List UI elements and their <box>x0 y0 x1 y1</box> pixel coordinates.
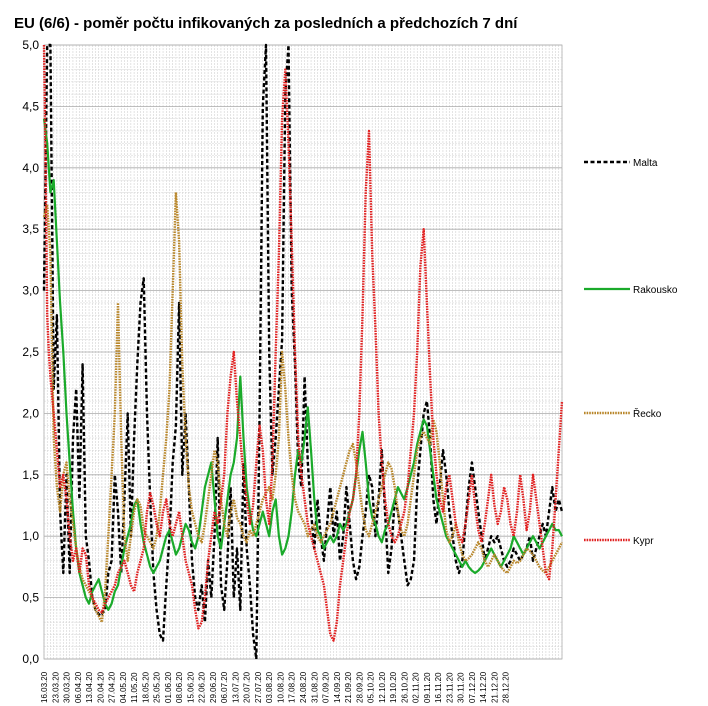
x-tick-label: 11.05.20 <box>130 672 139 703</box>
x-tick-label: 08.06.20 <box>175 671 184 703</box>
y-tick-label: 0,5 <box>22 591 39 605</box>
x-tick-label: 30.03.20 <box>63 671 72 703</box>
x-tick-label: 20.04.20 <box>96 671 105 703</box>
x-tick-label: 05.10.20 <box>367 671 376 703</box>
legend-label: Rakousko <box>633 285 678 296</box>
x-tick-label: 09.11.20 <box>423 672 432 703</box>
x-tick-label: 13.07.20 <box>231 671 240 703</box>
y-tick-label: 5,0 <box>22 38 39 52</box>
x-tick-label: 02.11.20 <box>412 672 421 703</box>
x-tick-label: 03.08.20 <box>265 671 274 703</box>
x-tick-label: 12.10.20 <box>378 671 387 703</box>
x-tick-label: 04.05.20 <box>119 671 128 703</box>
axes: 0,0 0,5 1,0 1,5 2,0 2,5 3,0 3,5 4,0 4,5 5,0 16.03.2… <box>22 38 563 703</box>
x-tick-label: 24.08.20 <box>299 671 308 703</box>
x-tick-label: 01.06.20 <box>164 671 173 703</box>
y-tick-label: 3,5 <box>22 222 39 236</box>
y-tick-label: 3,0 <box>22 284 39 298</box>
x-tick-label: 14.12.20 <box>479 671 488 703</box>
legend-label: Malta <box>633 158 658 169</box>
y-tick-label: 1,0 <box>22 529 39 543</box>
x-tick-label: 20.07.20 <box>243 671 252 703</box>
x-tick-label: 30.11.20 <box>457 672 466 703</box>
legend-label: Řecko <box>633 407 662 420</box>
y-tick-label: 4,5 <box>22 99 39 113</box>
x-tick-label: 16.11.20 <box>434 672 443 703</box>
x-tick-label: 21.09.20 <box>344 671 353 703</box>
x-tick-label: 23.11.20 <box>445 672 454 703</box>
x-tick-label: 10.08.20 <box>276 671 285 703</box>
x-tick-label: 19.10.20 <box>389 671 398 703</box>
x-tick-label: 06.07.20 <box>220 671 229 703</box>
x-tick-label: 21.12.20 <box>490 671 499 703</box>
y-tick-label: 2,0 <box>22 406 39 420</box>
x-tick-label: 22.06.20 <box>198 671 207 703</box>
x-tick-label: 25.05.20 <box>153 671 162 703</box>
legend-label: Kypr <box>633 536 654 547</box>
y-tick-label: 1,5 <box>22 468 39 482</box>
chart-title: EU (6/6) - poměr počtu infikovaných za p… <box>14 15 518 32</box>
series-line-řecko <box>42 191 564 624</box>
x-tick-label: 07.09.20 <box>322 671 331 703</box>
x-tick-label: 23.03.20 <box>51 671 60 703</box>
series-lines <box>42 43 564 661</box>
y-tick-label: 0,0 <box>22 652 39 666</box>
x-tick-label: 13.04.20 <box>85 671 94 703</box>
legend: Malta Rakousko Řecko Kypr <box>584 158 678 547</box>
x-tick-label: 16.03.20 <box>40 671 49 703</box>
x-tick-label: 27.04.20 <box>108 671 117 703</box>
x-tick-label: 28.09.20 <box>355 671 364 703</box>
x-tick-label: 27.07.20 <box>254 671 263 703</box>
x-tick-label: 17.08.20 <box>288 671 297 703</box>
series-line-rakousko <box>42 118 563 612</box>
x-tick-label: 26.10.20 <box>400 671 409 703</box>
x-tick-label: 07.12.20 <box>468 671 477 703</box>
x-tick-label: 14.09.20 <box>333 671 342 703</box>
series-line-malta <box>42 43 564 661</box>
y-tick-label: 2,5 <box>22 345 39 359</box>
x-tick-label: 15.06.20 <box>186 671 195 703</box>
plot-frame <box>43 44 563 660</box>
y-tick-label: 4,0 <box>22 161 39 175</box>
x-tick-label: 18.05.20 <box>141 671 150 703</box>
x-tick-label: 06.04.20 <box>74 671 83 703</box>
x-tick-label: 31.08.20 <box>310 671 319 703</box>
x-tick-label: 29.06.20 <box>209 671 218 703</box>
series-line-kypr <box>42 44 564 642</box>
x-tick-label: 28.12.20 <box>502 671 511 703</box>
